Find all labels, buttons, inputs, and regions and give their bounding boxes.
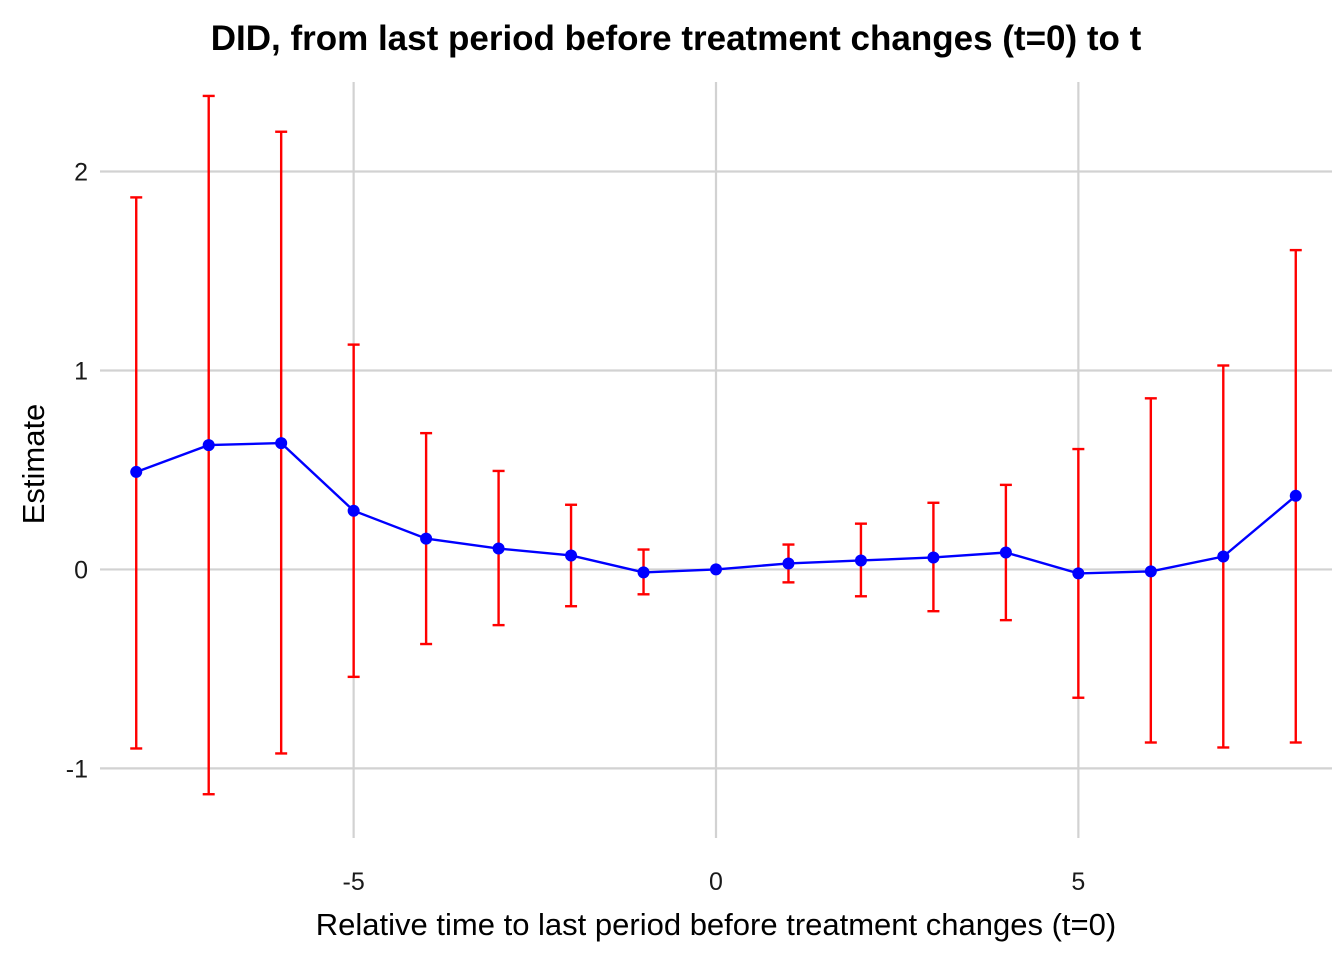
estimate-point xyxy=(420,532,433,545)
estimate-point xyxy=(202,439,215,452)
x-tick-label: 5 xyxy=(1071,868,1085,896)
y-tick-label: 1 xyxy=(74,357,88,385)
estimate-point xyxy=(130,465,143,478)
estimate-point xyxy=(927,551,940,564)
y-axis-label: Estimate xyxy=(16,404,51,525)
estimate-point xyxy=(492,542,505,555)
estimate-point xyxy=(1289,489,1302,502)
y-tick-label: 2 xyxy=(74,159,88,187)
grid-lines xyxy=(100,82,1332,838)
y-tick-label: -1 xyxy=(66,755,88,783)
estimate-point xyxy=(999,546,1012,559)
x-tick-label: 0 xyxy=(709,868,723,896)
x-axis-label: Relative time to last period before trea… xyxy=(316,907,1116,942)
estimate-point xyxy=(637,566,650,579)
estimate-point xyxy=(565,549,578,562)
estimate-point xyxy=(1144,565,1157,578)
estimate-point xyxy=(275,437,288,450)
estimate-point xyxy=(710,563,722,576)
estimate-series xyxy=(130,437,1302,580)
y-tick-label: 0 xyxy=(74,556,88,584)
estimate-point xyxy=(854,554,867,567)
estimate-point xyxy=(782,557,795,570)
estimate-point xyxy=(1217,550,1230,563)
estimate-point xyxy=(347,504,360,517)
x-tick-label: -5 xyxy=(343,868,365,896)
chart-title: DID, from last period before treatment c… xyxy=(211,19,1142,58)
estimate-point xyxy=(1072,567,1085,580)
tick-labels: -5 0 5 -1 0 1 2 xyxy=(66,159,1086,896)
